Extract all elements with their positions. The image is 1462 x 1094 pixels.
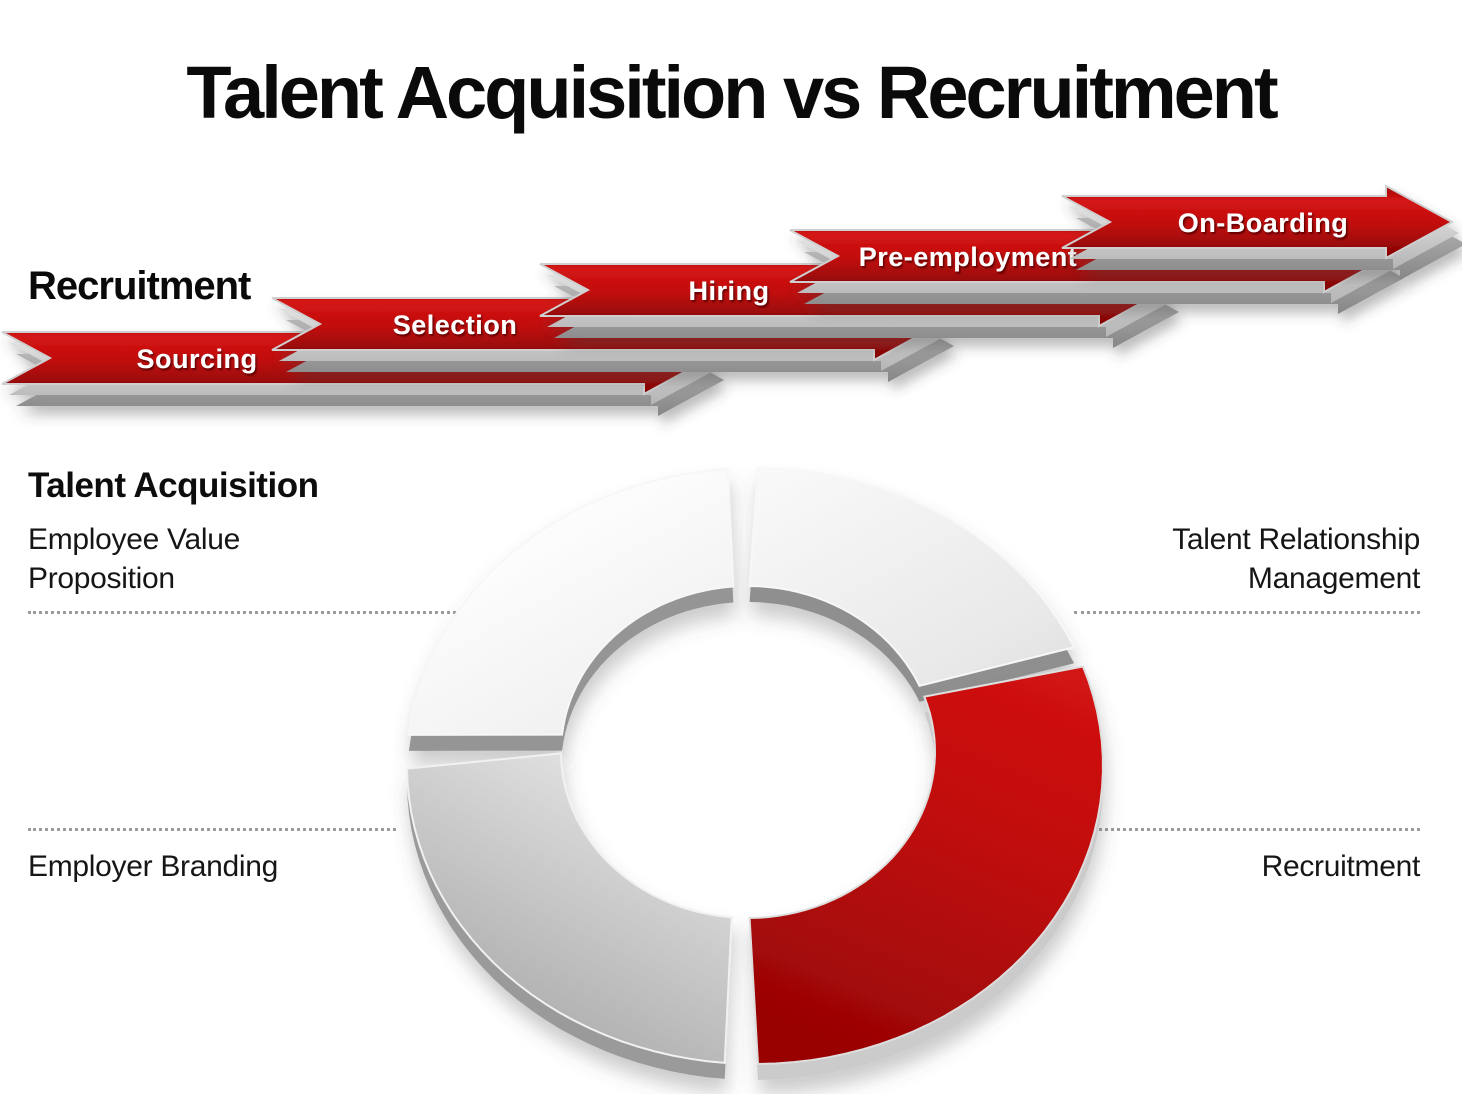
dotted-connector-top-right bbox=[1074, 611, 1420, 614]
label-line: Employee Value bbox=[28, 523, 241, 556]
label-line: Proposition bbox=[28, 562, 175, 595]
donut-segment-face bbox=[748, 466, 1076, 687]
label-line: Talent Relationship bbox=[1172, 523, 1420, 556]
arrow-label-pre-employment: Pre-employment bbox=[859, 242, 1078, 272]
recruitment-flow-heading: Recruitment bbox=[28, 264, 251, 308]
donut-segment-face bbox=[748, 665, 1104, 1066]
dotted-connector-bottom-right bbox=[1058, 828, 1420, 831]
donut-segment-recruitment bbox=[748, 665, 1104, 1080]
dotted-connector-bottom-left bbox=[28, 828, 396, 831]
slide-title: Talent Acquisition vs Recruitment bbox=[186, 51, 1278, 134]
arrow-label-hiring: Hiring bbox=[689, 276, 770, 306]
label-employee-value-proposition: Employee Value Proposition bbox=[28, 520, 240, 598]
donut-segment-employer-branding bbox=[405, 752, 733, 1079]
donut-segment-face bbox=[405, 752, 733, 1064]
arrow-shape-on-boarding bbox=[1061, 184, 1455, 260]
donut-segment-employee-value-proposition bbox=[407, 467, 735, 751]
label-recruitment-segment: Recruitment bbox=[1261, 847, 1421, 886]
label-talent-relationship-management: Talent Relationship Management bbox=[1172, 520, 1420, 598]
dotted-connector-top-left bbox=[28, 611, 468, 614]
arrow-label-on-boarding: On-Boarding bbox=[1178, 208, 1348, 238]
donut-segment-face bbox=[407, 467, 735, 736]
talent-acquisition-heading: Talent Acquisition bbox=[28, 466, 319, 505]
label-line: Management bbox=[1247, 562, 1420, 595]
label-line: Recruitment bbox=[1261, 850, 1421, 883]
arrow-label-selection: Selection bbox=[393, 310, 518, 340]
arrow-label-sourcing: Sourcing bbox=[136, 344, 257, 374]
label-line: Employer Branding bbox=[28, 850, 279, 883]
flow-step-on-boarding: On-Boarding bbox=[1061, 184, 1462, 280]
donut-segment-talent-relationship-management bbox=[748, 466, 1076, 702]
label-employer-branding: Employer Branding bbox=[28, 847, 278, 886]
